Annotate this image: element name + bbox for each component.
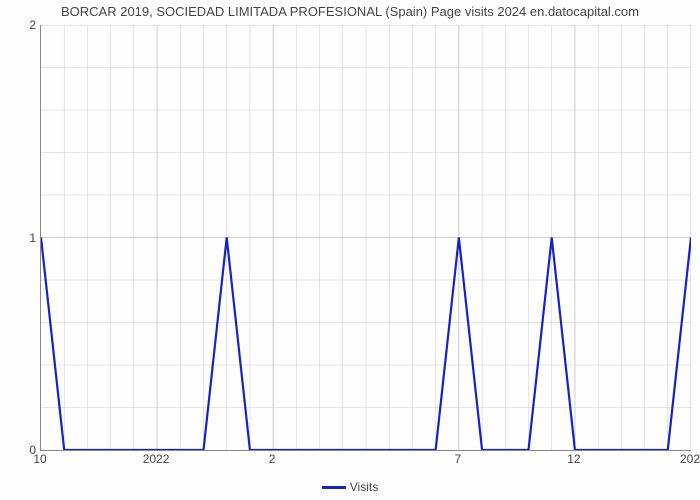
y-tick-label: 2	[29, 18, 36, 32]
chart-title: BORCAR 2019, SOCIEDAD LIMITADA PROFESION…	[0, 4, 700, 19]
plot-area	[40, 25, 691, 451]
x-tick-label: 7	[455, 452, 462, 466]
x-tick-label: 202	[680, 452, 700, 466]
x-tick-label: 2	[269, 452, 276, 466]
x-tick-label: 10	[33, 452, 46, 466]
legend-label: Visits	[350, 480, 378, 494]
x-tick-label: 2022	[143, 452, 170, 466]
x-tick-label: 12	[567, 452, 580, 466]
legend: Visits	[0, 480, 700, 494]
y-tick-label: 1	[29, 231, 36, 245]
chart-svg	[41, 25, 691, 450]
legend-swatch	[322, 486, 346, 489]
